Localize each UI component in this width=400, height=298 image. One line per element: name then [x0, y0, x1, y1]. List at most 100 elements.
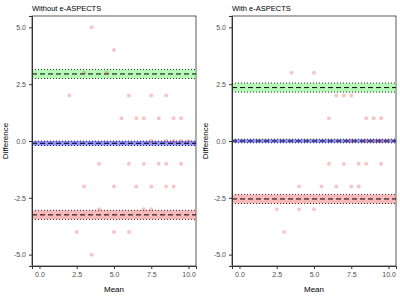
x-tick-mark: [351, 266, 352, 269]
x-tick-mark: [77, 266, 78, 269]
panel-title: Without e-ASPECTS: [32, 4, 101, 13]
data-point: [372, 116, 376, 120]
data-point: [149, 184, 153, 188]
y-tick: -5.0: [14, 251, 32, 258]
confidence-band: [32, 141, 196, 146]
x-tick: 10.0: [382, 266, 396, 278]
y-tick-label: -5.0: [14, 251, 26, 258]
plot-area: [232, 71, 396, 234]
y-tick-label: 2.5: [16, 81, 26, 88]
reference-line: [232, 141, 396, 142]
x-tick: 2.5: [72, 266, 82, 278]
y-tick-label: 0.0: [216, 138, 226, 145]
data-point: [112, 184, 116, 188]
y-axis: -5.0 -2.5 0.0 2.5 5.0: [14, 17, 33, 267]
data-point: [349, 94, 353, 98]
x-tick: 2.5: [272, 266, 282, 278]
data-point: [179, 162, 183, 166]
y-tick: 2.5: [216, 81, 232, 88]
confidence-band: [32, 210, 196, 219]
y-tick-label: -5.0: [214, 251, 226, 258]
y-tick-label: 2.5: [216, 81, 226, 88]
panel: 0.0 2.5 5.0 7.5 10.0 -5.0 -2.5 0.0 2.5 5.0 Without…: [1, 4, 197, 294]
data-point: [164, 162, 168, 166]
y-axis-line: [229, 17, 233, 267]
reference-line: [232, 87, 396, 88]
data-point: [157, 116, 161, 120]
y-tick-label: -2.5: [14, 195, 26, 202]
data-point: [97, 207, 101, 211]
data-point: [364, 162, 368, 166]
data-point: [349, 184, 353, 188]
data-point: [105, 71, 109, 75]
y-tick-mark: [29, 84, 32, 85]
x-tick-label: 2.5: [272, 271, 282, 278]
data-point: [82, 71, 86, 75]
x-tick-label: 0.0: [235, 271, 245, 278]
x-tick: 0.0: [35, 266, 45, 278]
panel: 0.02.55.07.510.0-5.0-2.50.02.55.0With e-…: [201, 4, 397, 294]
x-axis-title: Mean: [304, 285, 324, 294]
confidence-band: [232, 139, 396, 143]
y-tick-mark: [229, 84, 232, 85]
data-point: [379, 116, 383, 120]
ci-bound-line: [32, 78, 196, 79]
data-point: [342, 162, 346, 166]
ci-bound-line: [232, 92, 396, 93]
x-axis-line: [33, 267, 197, 270]
y-tick: 0.0: [216, 138, 232, 145]
data-point: [282, 230, 286, 234]
y-tick-mark: [229, 141, 232, 142]
data-point: [372, 139, 376, 143]
x-tick: 10.0: [182, 266, 196, 278]
data-point: [134, 184, 138, 188]
data-point: [172, 184, 176, 188]
data-point: [149, 139, 153, 143]
x-tick-mark: [277, 266, 278, 269]
y-tick: 5.0: [16, 24, 32, 31]
y-tick-mark: [229, 255, 232, 256]
reference-line: [32, 214, 196, 215]
ci-bound-line: [232, 203, 396, 204]
x-tick: 5.0: [310, 266, 320, 278]
ci-bound-line: [232, 83, 396, 84]
x-tick-label: 5.0: [310, 271, 320, 278]
y-axis: -5.0-2.50.02.55.0: [214, 17, 233, 267]
data-point: [172, 116, 176, 120]
data-point: [127, 230, 131, 234]
data-point: [364, 139, 368, 143]
x-tick-mark: [314, 266, 315, 269]
data-point: [127, 94, 131, 98]
data-point: [357, 184, 361, 188]
y-tick: 0.0: [16, 138, 32, 145]
ci-bound-line: [32, 210, 196, 211]
data-point: [297, 207, 301, 211]
ci-bound-line: [232, 139, 396, 140]
plot-frame: [232, 16, 396, 266]
x-tick-mark: [239, 266, 240, 269]
confidence-band: [232, 83, 396, 92]
x-tick-label: 7.5: [147, 271, 157, 278]
y-tick-label: 0.0: [16, 138, 26, 145]
y-axis-line: [29, 17, 33, 267]
x-tick-mark: [189, 266, 190, 269]
y-tick: -2.5: [14, 195, 32, 202]
data-point: [97, 162, 101, 166]
confidence-band: [232, 194, 396, 203]
confidence-band: [32, 69, 196, 78]
data-point: [275, 207, 279, 211]
data-point: [379, 162, 383, 166]
x-tick-label: 10.0: [182, 271, 196, 278]
y-tick-mark: [29, 141, 32, 142]
data-point: [149, 207, 153, 211]
data-point: [90, 25, 94, 29]
data-point: [357, 162, 361, 166]
x-tick-label: 0.0: [35, 271, 45, 278]
data-point: [164, 94, 168, 98]
y-tick-mark: [229, 198, 232, 199]
plot-frame: [32, 16, 196, 266]
y-tick: -5.0: [214, 251, 232, 258]
x-tick-mark: [389, 266, 390, 269]
data-point: [290, 71, 294, 75]
data-point: [149, 94, 153, 98]
